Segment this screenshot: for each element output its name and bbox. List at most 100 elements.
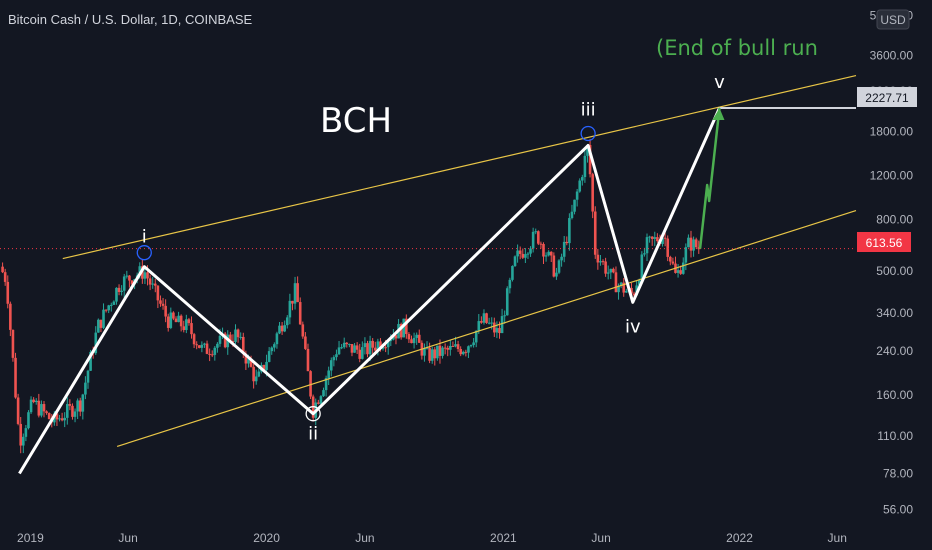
candle-body <box>469 345 473 347</box>
candle-body <box>16 397 20 424</box>
candle-body <box>570 211 574 219</box>
candle-body <box>549 251 553 256</box>
candle-body <box>619 282 623 286</box>
candle-body <box>68 404 72 406</box>
candle-body <box>213 347 217 355</box>
candle-body <box>394 335 398 339</box>
candle-body <box>433 349 437 359</box>
candle-body <box>120 290 123 292</box>
candle-body <box>29 399 33 413</box>
candle-body <box>588 144 592 175</box>
wave-label-iv: iv <box>625 316 641 337</box>
candle-body <box>244 353 248 364</box>
candle-body <box>340 347 343 349</box>
candle-body <box>650 236 654 239</box>
candle-body <box>412 337 416 344</box>
candle-body <box>353 345 356 353</box>
candle-body <box>669 256 672 262</box>
candle-body <box>544 255 548 257</box>
candle-body <box>285 317 289 326</box>
candle-body <box>278 325 281 334</box>
candle-body <box>407 333 411 340</box>
candle-body <box>511 266 514 280</box>
candle-body <box>122 276 126 291</box>
candle-body <box>47 413 51 420</box>
candle-body <box>625 290 628 293</box>
elliott-wave-path <box>18 107 721 475</box>
candle-body <box>252 366 255 382</box>
candle-body <box>495 328 499 333</box>
candle-body <box>125 275 129 277</box>
candle-body <box>423 347 426 356</box>
candle-body <box>345 342 349 345</box>
candle-body <box>203 343 206 345</box>
candle-body <box>324 377 328 391</box>
candle-body <box>575 191 579 200</box>
candle-body <box>27 412 30 429</box>
candle-body <box>596 254 600 263</box>
candle-body <box>513 256 517 267</box>
candle-body <box>55 413 59 420</box>
candle-body <box>42 404 46 412</box>
candle-body <box>376 341 380 351</box>
candle-body <box>542 244 545 257</box>
time-axis[interactable]: 2019 Jun 2020 Jun 2021 Jun 2022 Jun <box>17 531 847 545</box>
candle-body <box>187 319 191 324</box>
candle-body <box>254 376 258 382</box>
candle-body <box>3 272 7 282</box>
candle-body <box>104 309 108 311</box>
candle-body <box>84 382 87 395</box>
candle-body <box>86 370 90 383</box>
candle-body <box>172 312 175 319</box>
target-price-tag <box>857 87 917 107</box>
candle-body <box>306 348 310 372</box>
candle-body <box>547 251 550 256</box>
candle-body <box>609 268 613 273</box>
candle-body <box>410 339 413 344</box>
candle-body <box>630 287 633 294</box>
candle-body <box>130 280 134 285</box>
candle-body <box>115 287 118 302</box>
candle-body <box>663 237 667 239</box>
x-tick-label: Jun <box>118 531 137 545</box>
candle-body <box>6 281 10 304</box>
candle-body <box>485 313 488 323</box>
candle-body <box>34 400 38 403</box>
candle-body <box>182 326 186 331</box>
candle-body <box>474 330 478 343</box>
y-tick-label: 800.00 <box>876 213 913 227</box>
projection-arrowhead <box>712 108 725 121</box>
y-tick-label: 240.00 <box>876 344 913 358</box>
candle-body <box>604 261 607 274</box>
y-tick-label: 110.00 <box>877 429 913 443</box>
candle-body <box>197 345 201 348</box>
candle-body <box>97 319 100 333</box>
candle-body <box>296 283 299 303</box>
candle-body <box>681 262 685 274</box>
candle-body <box>379 341 382 349</box>
candle-body <box>689 237 693 251</box>
candle-body <box>234 329 237 342</box>
candle-body <box>472 342 475 346</box>
circle-wave-3 <box>580 125 596 142</box>
candle-body <box>402 318 406 338</box>
candle-body <box>107 305 110 311</box>
candle-body <box>249 358 253 367</box>
candle-body <box>516 250 519 257</box>
candle-body <box>291 300 294 304</box>
candle-body <box>436 345 439 359</box>
y-tick-label: 160.00 <box>876 388 913 402</box>
candle-body <box>487 322 491 324</box>
candle-body <box>109 304 113 306</box>
candle-body <box>9 303 12 330</box>
candle-body <box>177 315 180 323</box>
candle-body <box>430 349 434 361</box>
candle-body <box>293 283 297 304</box>
candle-body <box>381 347 385 349</box>
currency-button[interactable] <box>876 9 910 30</box>
candle-body <box>275 333 279 345</box>
candle-body <box>335 354 338 358</box>
circle-wave-1 <box>136 245 152 261</box>
candle-body <box>443 347 447 349</box>
current-price-label: 613.56 <box>866 236 903 250</box>
